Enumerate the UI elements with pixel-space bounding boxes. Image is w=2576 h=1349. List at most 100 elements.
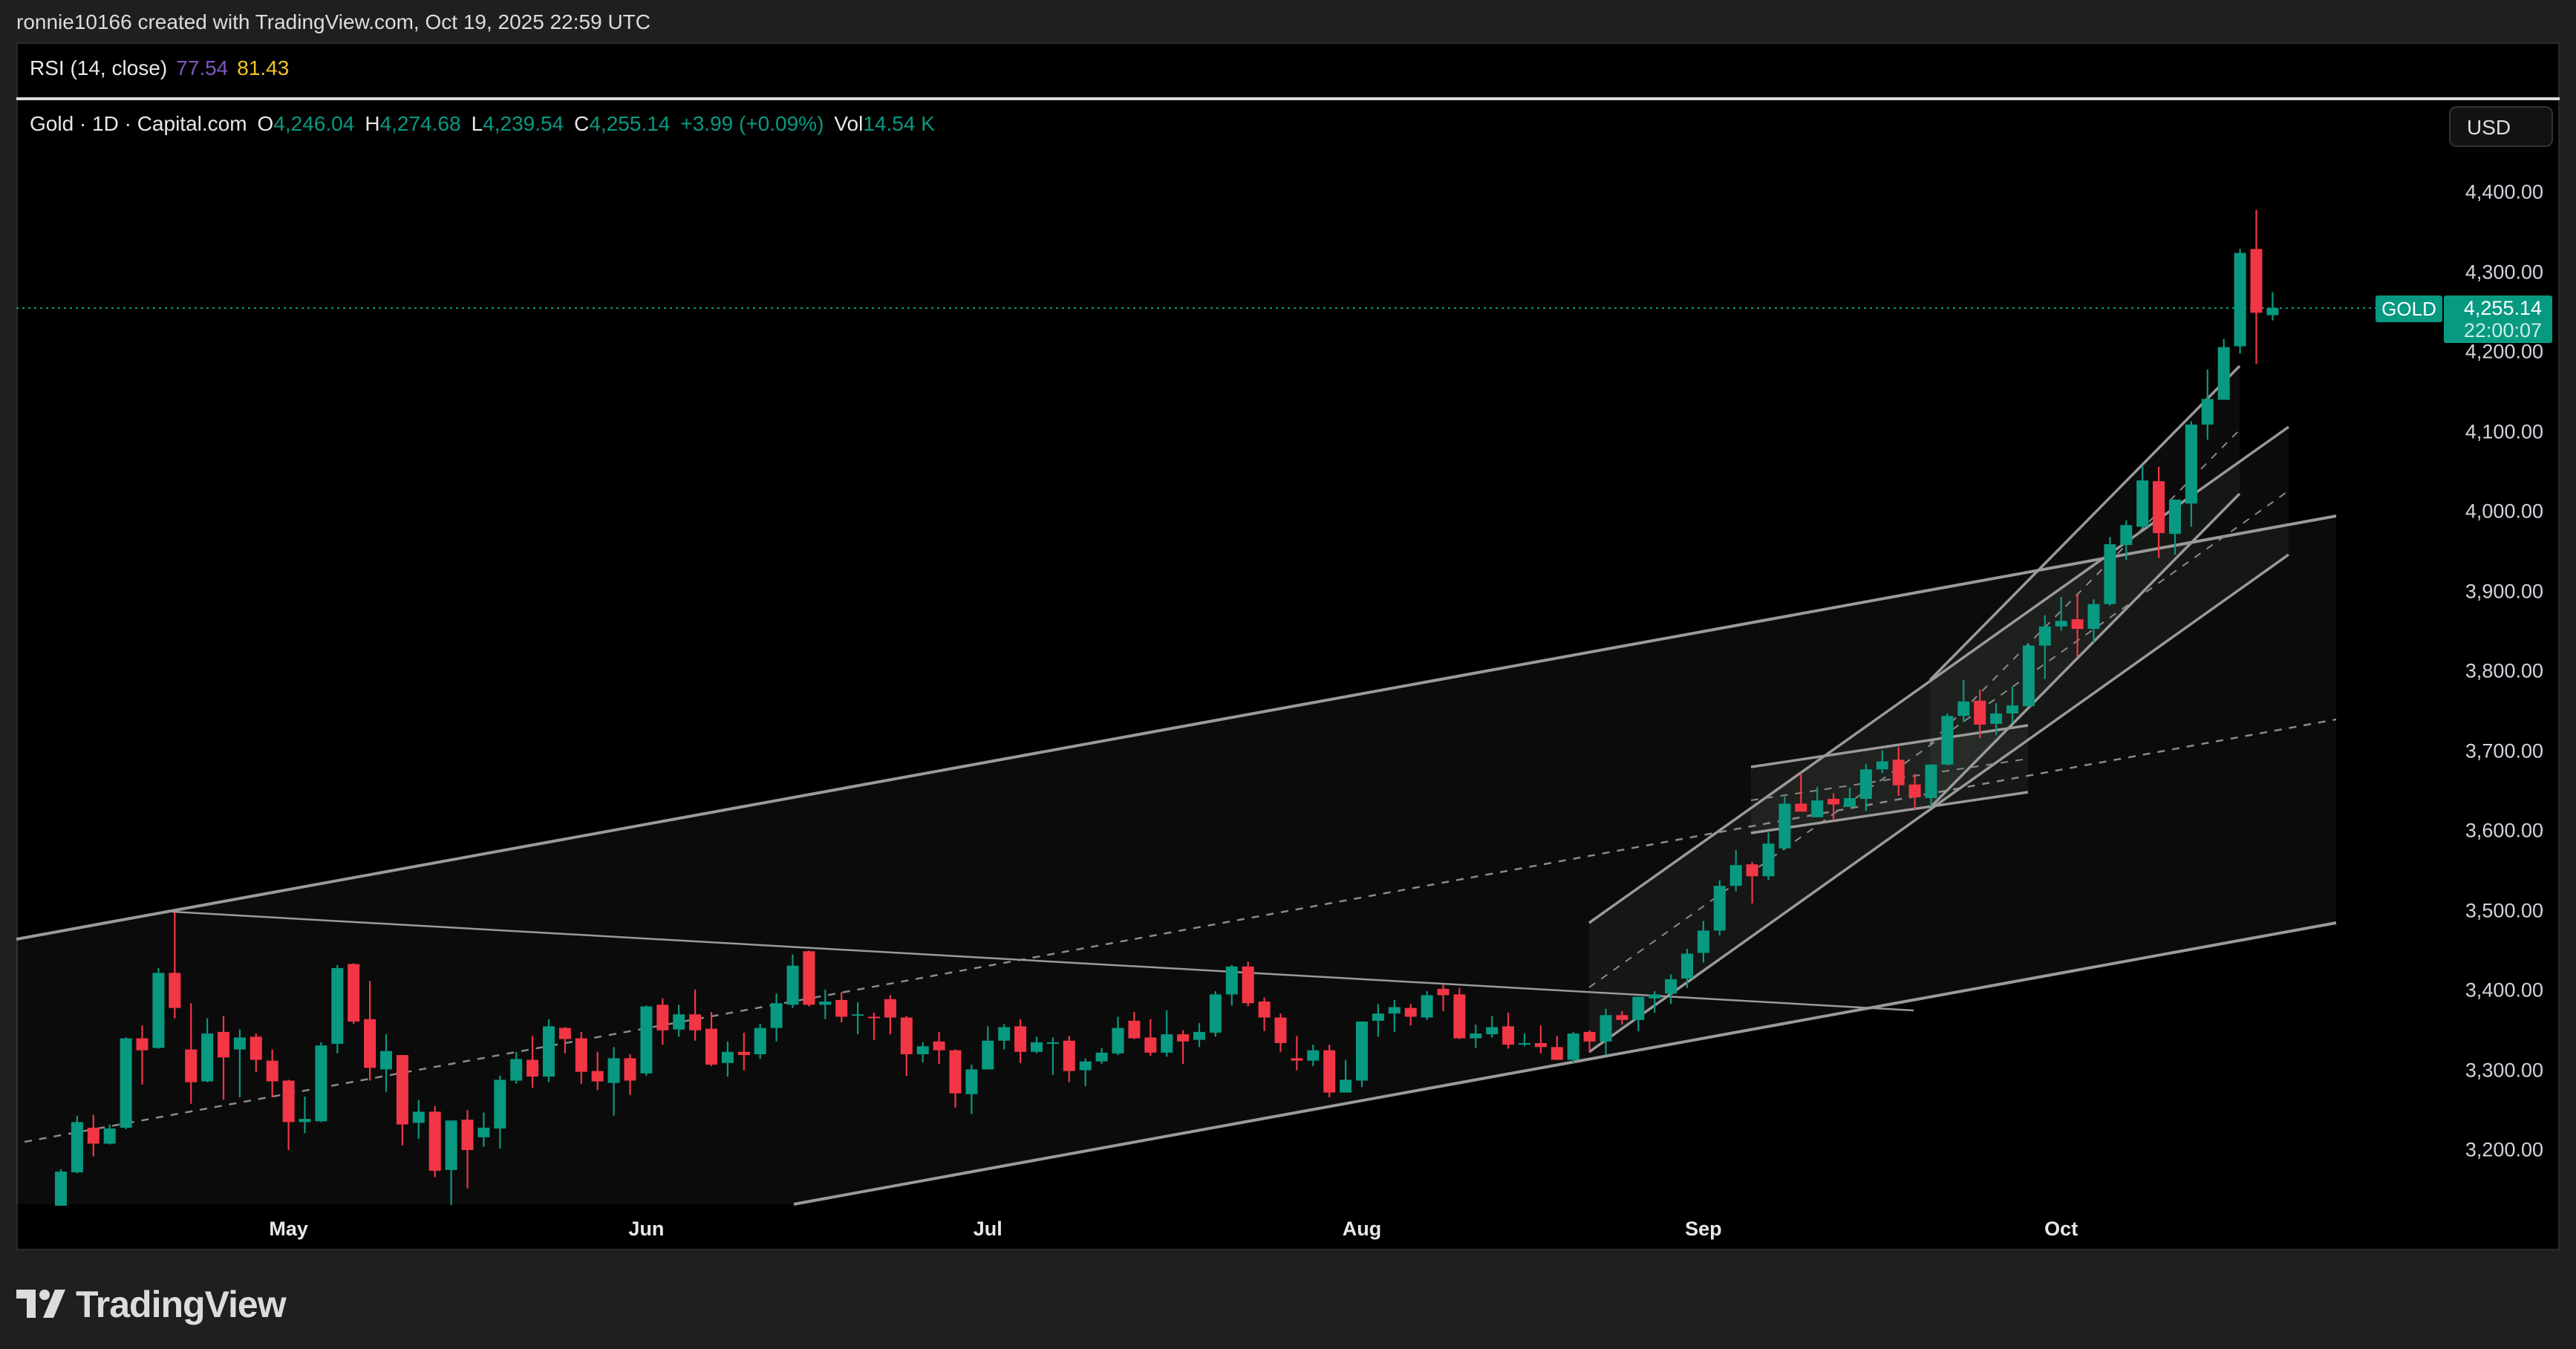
candle-body [575,1038,587,1072]
flag-channel-median[interactable] [1750,758,2029,801]
candle [949,1049,962,1108]
main-channel-median[interactable] [24,718,2337,1143]
candle-body [2136,480,2149,527]
candle [1356,1021,1368,1088]
candle [2185,421,2197,527]
candle-body [1502,1026,1515,1045]
candle [2250,209,2263,365]
rsi-label: RSI (14, close) [30,56,168,79]
candle-body [1388,1007,1401,1014]
flag-channel-top[interactable] [1750,724,2029,768]
candle [1112,1016,1124,1056]
candle [1323,1045,1336,1098]
candle [266,1049,278,1098]
candle-body [1941,716,1954,765]
candle-body [477,1127,490,1137]
candle [1437,984,1450,1011]
candle [510,1051,523,1084]
candle-body [1356,1021,1368,1081]
candle [1811,786,1824,817]
candle [461,1110,474,1189]
candle [1258,997,1271,1031]
trendline-drawings[interactable] [16,365,2337,1206]
candle-body [1470,1033,1482,1039]
candle-body [136,1038,149,1051]
flag-channel-bottom[interactable] [1750,791,2029,834]
candle-body [1957,701,1970,716]
rsi-legend[interactable]: RSI (14, close) 77.54 81.43 [30,56,289,80]
candle [185,1003,198,1104]
candle [526,1036,539,1088]
candle [1892,747,1905,796]
candle [1665,974,1677,1005]
candle [803,950,815,1007]
price-tick-label: 3,200.00 [2465,1138,2543,1161]
steeper-channel-top[interactable] [1928,365,2241,682]
candle-body [412,1111,425,1123]
candle-body [1519,1042,1530,1045]
candle [965,1064,978,1114]
price-tick-label: 3,600.00 [2465,819,2543,842]
candle [2104,537,2116,606]
open-value: 4,246.04 [273,112,355,135]
candle-body [884,999,896,1018]
candle [1990,703,2003,735]
candle [1551,1036,1563,1060]
candle-body [1974,700,1986,725]
steep-channel-median[interactable] [1588,490,2289,988]
symbol-legend[interactable]: Gold · 1D · Capital.com O4,246.04 H4,274.6… [30,112,945,136]
candle [2136,465,2149,529]
descending-trendline[interactable] [172,910,1914,1012]
candle-body [250,1036,262,1060]
tradingview-logo-icon [16,1290,65,1318]
candle-body [2071,619,2084,630]
candle-body [543,1026,555,1077]
candle-body [1031,1042,1043,1052]
currency-button[interactable]: USD [2449,106,2553,147]
candle [1031,1036,1043,1054]
candle [673,1005,685,1037]
candle-body [1177,1034,1190,1042]
candle-body [2153,481,2165,534]
candle-body [689,1014,702,1030]
candle [900,1016,913,1077]
candle-body [591,1071,604,1082]
candle-body [852,1014,864,1016]
tradingview-logo-text: TradingView [76,1284,287,1325]
tradingview-logo[interactable]: TradingView [16,1283,287,1326]
candle [2169,499,2181,555]
candle-body [656,1005,669,1030]
pane-separator[interactable] [16,97,2560,100]
candle-body [201,1033,214,1082]
candle [2234,249,2246,354]
candle [1746,861,1758,904]
candle [591,1051,604,1091]
candle-body [2185,424,2197,504]
candle-body [2055,621,2067,627]
candle-body [982,1040,994,1070]
candle-body [1340,1079,1352,1093]
candle-body [331,967,344,1045]
candle-body [1291,1058,1303,1061]
steep-channel-bottom[interactable] [1588,553,2290,1054]
close-value: 4,255.14 [589,112,671,135]
candle [1095,1048,1108,1064]
candle [331,964,344,1054]
candle-body [1079,1061,1092,1071]
candle [2217,339,2230,400]
steeper-channel-bottom[interactable] [1928,492,2241,809]
candle [868,1013,880,1040]
candle [428,1105,441,1177]
candle-body [103,1128,116,1144]
candle [770,993,783,1042]
candle [754,1024,766,1059]
main-channel-bottom[interactable] [793,921,2337,1206]
candle-body [1486,1027,1499,1035]
candle-body [152,973,165,1048]
main-channel-top[interactable] [16,515,2337,941]
candle [412,1100,425,1139]
candle-body [1046,1042,1059,1045]
candle-body [705,1028,717,1065]
candle-body [461,1120,474,1150]
